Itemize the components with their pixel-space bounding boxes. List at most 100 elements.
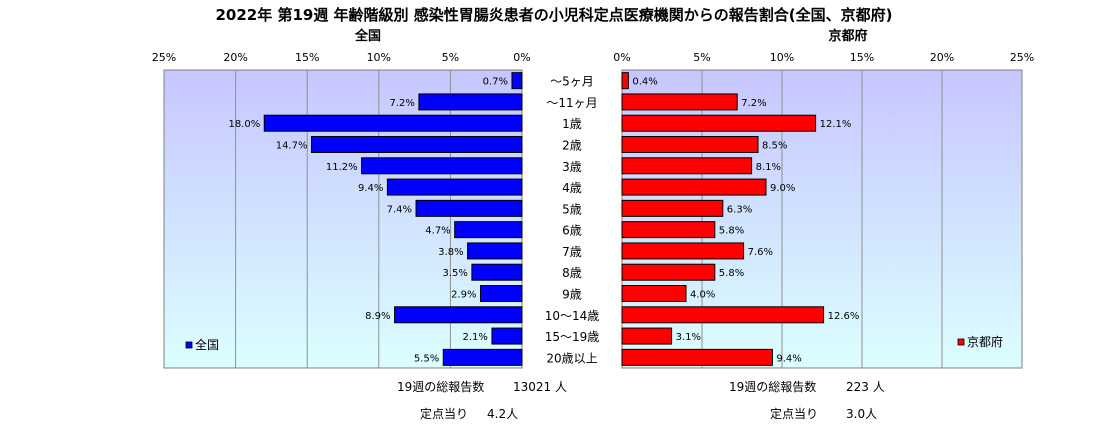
right-data-labels: 0.4% 7.2% 12.1% 8.5% 8.1% 9.0% 6.3% 5.8% 7.6% 5.8… <box>632 77 859 365</box>
right-data-label: 7.2% <box>741 98 766 109</box>
right-bar <box>621 93 738 111</box>
right-per-label: 定点当り <box>770 406 818 421</box>
right-tick-label: 25% <box>1010 51 1034 64</box>
left-bar <box>418 93 523 111</box>
right-bar <box>621 348 773 366</box>
left-bar <box>511 72 523 90</box>
left-bar <box>415 199 523 217</box>
left-bar <box>386 178 523 196</box>
left-bar <box>491 327 523 345</box>
left-bar <box>394 306 523 324</box>
right-bar <box>621 327 673 345</box>
left-total-value: 13021 人 <box>513 380 567 394</box>
right-tick-label: 5% <box>693 51 710 64</box>
category-label: 5歳 <box>562 202 582 216</box>
category-label: 15～19歳 <box>545 330 600 344</box>
category-label: 10～14歳 <box>545 309 600 323</box>
left-data-label: 7.2% <box>389 98 414 109</box>
left-per-value: 4.2人 <box>487 407 518 421</box>
left-legend-label: 全国 <box>195 337 219 352</box>
left-tick-label: 20% <box>223 51 247 64</box>
left-plot-area <box>163 69 523 369</box>
left-bar <box>310 136 523 153</box>
left-total-label: 19週の総報告数 <box>397 379 484 394</box>
left-data-label: 2.9% <box>451 290 476 301</box>
right-bar <box>621 263 716 281</box>
right-plot-area <box>621 69 1023 369</box>
right-bar <box>621 136 759 153</box>
category-label: 9歳 <box>562 288 582 302</box>
left-data-label: 7.4% <box>387 204 412 215</box>
left-data-label: 11.2% <box>326 162 358 173</box>
right-bar <box>621 72 629 90</box>
left-bars <box>263 72 523 366</box>
right-data-label: 9.0% <box>770 183 795 194</box>
left-tick-label: 25% <box>152 51 176 64</box>
left-data-label: 4.7% <box>425 226 450 237</box>
right-bar <box>621 306 825 324</box>
right-footer: 19週の総報告数 223 人 定点当り 3.0人 <box>729 379 885 421</box>
right-tick-label: 10% <box>770 51 794 64</box>
category-label: 3歳 <box>562 160 582 174</box>
category-label: 1歳 <box>562 117 582 131</box>
right-data-label: 12.1% <box>820 119 852 130</box>
left-tick-label: 15% <box>295 51 319 64</box>
right-data-label: 5.8% <box>719 268 744 279</box>
left-data-label: 5.5% <box>414 353 439 364</box>
left-per-label: 定点当り <box>420 406 468 421</box>
left-bar <box>454 221 523 239</box>
right-data-label: 7.6% <box>748 247 773 258</box>
category-label: 20歳以上 <box>546 351 597 365</box>
right-data-label: 0.4% <box>632 77 657 88</box>
right-legend-label: 京都府 <box>967 334 1003 349</box>
right-bar <box>621 221 716 239</box>
left-panel-title: 全国 <box>354 28 381 44</box>
category-label: 2歳 <box>562 139 582 153</box>
right-data-label: 5.8% <box>719 226 744 237</box>
right-data-label: 8.1% <box>756 162 781 173</box>
right-bar <box>621 114 817 132</box>
left-data-labels: 0.7% 7.2% 18.0% 14.7% 11.2%9.4% 7.4% 4.7% 3.8% 3… <box>228 77 508 365</box>
left-tick-label: 10% <box>367 51 391 64</box>
right-data-label: 8.5% <box>762 141 787 152</box>
right-data-label: 9.4% <box>776 353 801 364</box>
left-tick-label: 0% <box>513 51 530 64</box>
category-label: ～11ヶ月 <box>546 96 597 110</box>
right-tick-label: 15% <box>850 51 874 64</box>
right-bar <box>621 242 745 260</box>
left-tick-label: 5% <box>442 51 459 64</box>
right-data-label: 12.6% <box>828 311 860 322</box>
chart-title: 2022年 第19週 年齢階級別 感染性胃腸炎患者の小児科定点医療機関からの報告… <box>215 6 892 24</box>
left-bar <box>479 285 523 302</box>
left-bar <box>263 114 523 132</box>
category-labels: ～5ヶ月 ～11ヶ月 1歳 2歳 3歳 4歳 5歳 6歳 7歳 8歳 9歳 10～14歳 15～19歳 2… <box>545 75 600 366</box>
category-label: 7歳 <box>562 245 582 259</box>
right-data-label: 3.1% <box>676 332 701 343</box>
category-label: 4歳 <box>562 181 582 195</box>
right-legend-swatch <box>957 338 965 346</box>
right-axis-ticks: 0% 5% 10% 15% 20% 25% <box>613 51 1034 64</box>
right-tick-label: 20% <box>930 51 954 64</box>
left-footer: 19週の総報告数 13021 人 定点当り 4.2人 <box>397 379 567 421</box>
left-data-label: 9.4% <box>358 183 383 194</box>
right-bar <box>621 157 753 175</box>
left-data-label: 18.0% <box>228 119 260 130</box>
right-bar <box>621 285 687 302</box>
right-per-value: 3.0人 <box>846 407 877 421</box>
category-label: 8歳 <box>562 266 582 280</box>
left-data-label: 14.7% <box>276 141 308 152</box>
right-total-value: 223 人 <box>846 380 885 394</box>
left-legend: 全国 <box>185 337 219 352</box>
left-axis-ticks: 0% 5% 10% 15% 20% 25% <box>152 51 531 64</box>
left-bar <box>471 263 523 281</box>
right-data-label: 4.0% <box>690 290 715 301</box>
right-tick-label: 0% <box>613 51 630 64</box>
left-data-label: 2.1% <box>463 332 488 343</box>
category-label: 6歳 <box>562 224 582 238</box>
right-panel-title: 京都府 <box>828 28 867 44</box>
right-bars <box>621 72 825 366</box>
left-data-label: 0.7% <box>483 77 508 88</box>
left-legend-swatch <box>185 341 193 349</box>
right-bar <box>621 199 724 217</box>
right-legend: 京都府 <box>957 334 1003 349</box>
